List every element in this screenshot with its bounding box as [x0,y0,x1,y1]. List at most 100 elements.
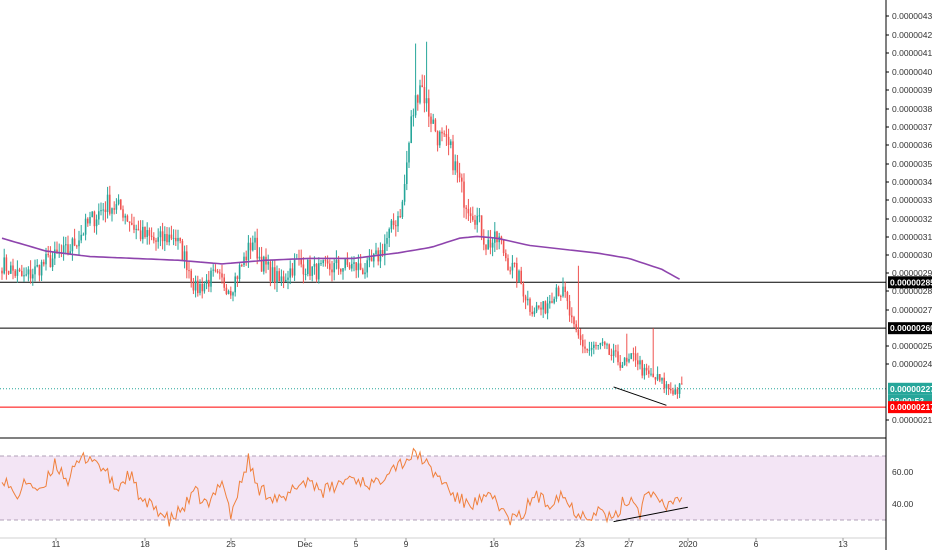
candle-body [214,269,217,271]
candle-body [472,216,474,220]
candle-body [575,324,577,330]
candle-body [672,390,674,395]
candle-body [95,219,98,227]
candle-body [395,225,397,227]
candle-body [441,131,443,134]
candle-body [263,256,265,272]
candle-body [432,119,434,124]
candle-body [5,257,8,271]
candle-body [56,249,58,253]
candle-body [564,286,566,293]
level-mid-label: 0.00000260 [890,323,932,333]
rsi-divergence-trendline[interactable] [613,506,688,523]
candle-body [518,270,520,282]
candle-body [678,383,681,394]
candle-body [67,244,69,254]
candle-body [549,301,551,304]
candle-body [648,370,650,374]
candle-body [109,194,111,214]
candle-body [43,261,45,265]
candle-body [82,234,85,236]
candle-body [538,305,540,308]
candle-body [307,259,309,275]
candle-body [423,87,426,104]
candle-body [190,270,192,283]
candle-body [267,261,269,265]
candle-body [401,201,404,218]
candle-body [276,271,278,283]
candle-body [469,213,472,217]
candle-body [452,141,454,171]
candle-body [47,254,49,256]
candle-body [612,350,615,356]
price-tick-label: 0.00000210 [892,415,932,425]
candle-body [388,229,390,238]
candle-body [51,258,54,268]
candle-body [280,276,283,282]
candle-body [234,276,236,293]
candle-body [223,277,225,288]
candle-body [639,360,641,365]
candle-body [32,274,34,279]
candle-body [337,259,340,269]
candle-body [311,266,313,276]
candle-body [69,251,71,254]
candle-body [115,204,118,210]
candle-body [555,287,558,299]
candle-body [326,260,329,264]
candle-body [258,256,261,259]
candle-body [458,172,461,178]
candle-body [483,237,485,245]
time-tick-label: 27 [624,539,634,549]
candle-body [14,270,16,276]
candle-body [203,283,206,292]
candle-body [36,264,38,267]
candle-body [617,351,619,363]
candle-body [38,264,41,276]
candle-body [430,116,432,124]
candle-body [313,263,316,267]
candle-body [333,263,335,273]
candle-body [632,353,635,355]
candle-body [654,377,657,380]
candle-body [175,237,177,242]
candle-body [106,194,109,213]
candle-body [359,263,362,270]
candle-body [113,208,115,210]
candle-body [637,360,639,365]
candle-body [80,234,82,241]
rsi-tick-label: 40.00 [892,499,914,509]
candle-body [117,199,120,205]
candle-body [445,134,448,137]
candle-body [505,253,507,259]
candle-body [373,254,375,262]
candle-body [670,388,672,391]
candle-body [399,216,401,218]
candle-body [16,269,19,276]
candle-body [73,238,76,246]
candle-body [269,261,272,282]
time-tick-label: 9 [404,539,409,549]
candle-body [546,303,549,314]
candle-body [661,377,663,381]
candle-body [494,231,496,243]
candle-body [98,211,100,220]
candle-body [502,240,505,254]
candle-body [23,275,25,277]
candle-body [252,242,254,251]
price-divergence-trendline[interactable] [613,386,667,406]
candle-body [623,357,626,365]
candle-body [324,260,327,262]
candle-body [238,264,241,280]
candle-body [659,374,661,381]
candle-body [584,346,586,349]
candle-body [49,255,52,268]
candle-body [540,307,542,310]
candle-body [516,263,518,282]
